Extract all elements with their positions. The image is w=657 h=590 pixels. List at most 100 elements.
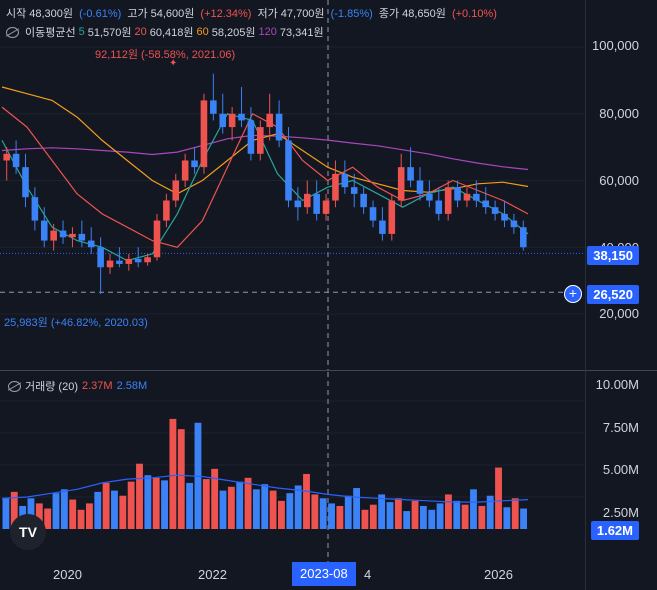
candle-body bbox=[50, 230, 57, 241]
candle-body bbox=[407, 167, 414, 181]
candle-body bbox=[388, 200, 396, 234]
volume-bar bbox=[311, 494, 319, 529]
candle-body bbox=[341, 173, 349, 188]
candle-body bbox=[332, 173, 339, 201]
ma20-label: 20 bbox=[134, 26, 147, 38]
volume-bar bbox=[186, 482, 194, 529]
volume-bar bbox=[211, 468, 219, 529]
volume-bar bbox=[478, 505, 486, 529]
candle-body bbox=[153, 220, 161, 258]
candle-body bbox=[501, 213, 508, 221]
volume-bar bbox=[353, 488, 361, 529]
price-pane[interactable] bbox=[0, 0, 585, 370]
volume-tick: 2.50M bbox=[602, 505, 639, 520]
last-price-tag: 38,150 bbox=[587, 246, 639, 265]
candle-body bbox=[87, 240, 95, 248]
volume-bar bbox=[236, 481, 244, 529]
volume-bar bbox=[77, 509, 85, 529]
volume-bar bbox=[94, 491, 102, 529]
volume-bar bbox=[453, 500, 461, 529]
volume-bar bbox=[85, 503, 93, 529]
add-alert-plus-icon[interactable]: + bbox=[564, 285, 582, 303]
volume-bar bbox=[60, 489, 68, 529]
candle-body bbox=[238, 113, 245, 121]
candle-body bbox=[350, 187, 358, 194]
volume-bar bbox=[119, 495, 127, 529]
volume-bar bbox=[470, 489, 477, 529]
candle-body bbox=[416, 180, 424, 194]
candle-body bbox=[125, 258, 133, 264]
candle-body bbox=[266, 113, 273, 128]
candle-body bbox=[435, 200, 443, 214]
volume-pane[interactable] bbox=[0, 372, 585, 562]
volume-bar bbox=[2, 498, 10, 529]
candle-body bbox=[40, 220, 48, 241]
high-marker-icon: ✦ bbox=[169, 58, 178, 69]
price-tick: 100,000 bbox=[592, 38, 639, 53]
candle-body bbox=[78, 233, 86, 241]
volume-bar bbox=[102, 482, 110, 529]
ma20-line bbox=[1, 106, 529, 248]
candle-body bbox=[294, 200, 302, 208]
crosshair-price-tag: 26,520 bbox=[587, 285, 639, 304]
candle-body bbox=[257, 127, 264, 154]
volume-legend[interactable]: 거래량 (20) 2.37M 2.58M bbox=[8, 378, 147, 394]
candle-body bbox=[59, 230, 67, 238]
ma20-value: 60,418원 bbox=[149, 27, 194, 39]
ma120-label: 120 bbox=[258, 26, 277, 38]
candle-body bbox=[379, 220, 386, 234]
price-tick: 60,000 bbox=[599, 173, 639, 188]
volume-bar bbox=[202, 479, 210, 529]
volume-bar bbox=[436, 503, 444, 529]
candle-body bbox=[116, 260, 123, 264]
visibility-eye-icon[interactable] bbox=[6, 26, 19, 38]
volume-bar bbox=[69, 499, 77, 529]
volume-bar bbox=[286, 493, 294, 529]
volume-bar bbox=[127, 481, 135, 529]
candle-body bbox=[200, 100, 208, 168]
price-tick: 20,000 bbox=[599, 306, 639, 321]
candle-body bbox=[313, 193, 320, 214]
volume-bar bbox=[161, 480, 168, 529]
candle-body bbox=[510, 220, 518, 228]
volume-bar bbox=[344, 495, 352, 529]
ma5-value: 51,570원 bbox=[87, 27, 132, 39]
volume-bar bbox=[261, 484, 269, 529]
volume-bar bbox=[319, 498, 327, 529]
ma60-label: 60 bbox=[196, 26, 209, 38]
volume-bar bbox=[386, 502, 394, 529]
volume-bar bbox=[269, 490, 277, 529]
candle-body bbox=[369, 207, 377, 221]
ma5-label: 5 bbox=[78, 26, 85, 38]
low-value: 47,700원 bbox=[280, 8, 325, 20]
pane-divider[interactable] bbox=[0, 370, 657, 371]
volume-bar bbox=[419, 505, 427, 529]
tradingview-logo[interactable]: TV bbox=[10, 514, 46, 550]
candle-body bbox=[482, 200, 490, 208]
candle-body bbox=[473, 193, 480, 201]
time-tick: 2022 bbox=[198, 567, 227, 582]
volume-eye-icon[interactable] bbox=[8, 380, 21, 392]
high-annotation: 92,112원 (-58.58%, 2021.06) bbox=[95, 49, 236, 61]
ma-legend[interactable]: 이동평균선 5 51,570원 20 60,418원 60 58,205원 12… bbox=[6, 24, 324, 40]
volume-bar bbox=[369, 504, 377, 529]
volume-bar bbox=[144, 475, 152, 529]
volume-bar bbox=[152, 477, 160, 529]
candle-body bbox=[397, 167, 405, 201]
volume-tick: 5.00M bbox=[602, 462, 639, 477]
candle-body bbox=[228, 113, 236, 128]
volume-bar bbox=[294, 485, 302, 529]
volume-last-tag: 1.62M bbox=[590, 521, 639, 540]
candle-body bbox=[163, 200, 170, 221]
volume-bar bbox=[461, 504, 469, 529]
volume-bar bbox=[35, 503, 43, 529]
candle-body bbox=[491, 207, 499, 214]
candle-body bbox=[144, 257, 151, 263]
volume-tick: 10.00M bbox=[595, 377, 639, 392]
ma60-value: 58,205원 bbox=[211, 27, 256, 39]
candle-body bbox=[247, 120, 255, 154]
volume-bar bbox=[10, 491, 18, 529]
volume-bar bbox=[252, 489, 260, 529]
candle-body bbox=[172, 180, 180, 201]
